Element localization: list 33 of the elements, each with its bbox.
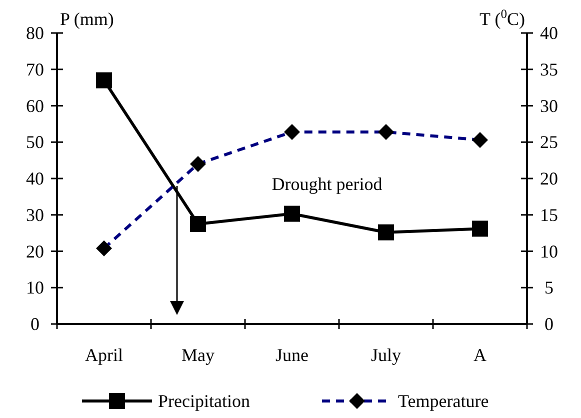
y2-tick-label: 15 [540, 204, 558, 225]
point [472, 220, 488, 237]
legend-label: Precipitation [158, 391, 250, 411]
y2-tick-label: 35 [540, 59, 558, 80]
x-tick-label: May [182, 345, 214, 365]
y2-axis-title: T ($^{0}$C) [480, 7, 526, 29]
y-tick-label: 40 [26, 168, 44, 188]
y-tick-label: 50 [26, 132, 44, 152]
y-tick-label: 30 [26, 204, 44, 225]
y2-tick-label: 25 [540, 132, 558, 152]
legend-label: Temperature [398, 391, 489, 411]
annotation: Drought period [272, 174, 382, 194]
x-tick-label: July [370, 345, 402, 365]
y2-tick-label: 30 [540, 96, 558, 116]
point [284, 206, 300, 222]
y-tick-label: 0 [30, 314, 40, 334]
y-tick-label: 80 [26, 23, 44, 43]
y2-tick-label: 5 [544, 278, 554, 298]
point [96, 72, 112, 88]
point [378, 224, 394, 240]
y2-tick-label: 0 [544, 314, 554, 334]
y2-tick-label: 40 [540, 23, 558, 43]
y-tick-label: 70 [26, 59, 44, 80]
y2-tick-label: 20 [540, 168, 558, 188]
y-tick-label: 20 [26, 241, 44, 262]
x-tick-label: A [474, 345, 486, 365]
y2-tick-label: 10 [540, 241, 558, 262]
y-tick-label: 60 [26, 96, 44, 116]
y-axis-title: P (mm) [60, 9, 114, 29]
point [190, 216, 206, 232]
x-tick-label: April [85, 345, 123, 365]
x-tick-label: June [276, 345, 309, 365]
y-tick-label: 10 [26, 278, 44, 298]
